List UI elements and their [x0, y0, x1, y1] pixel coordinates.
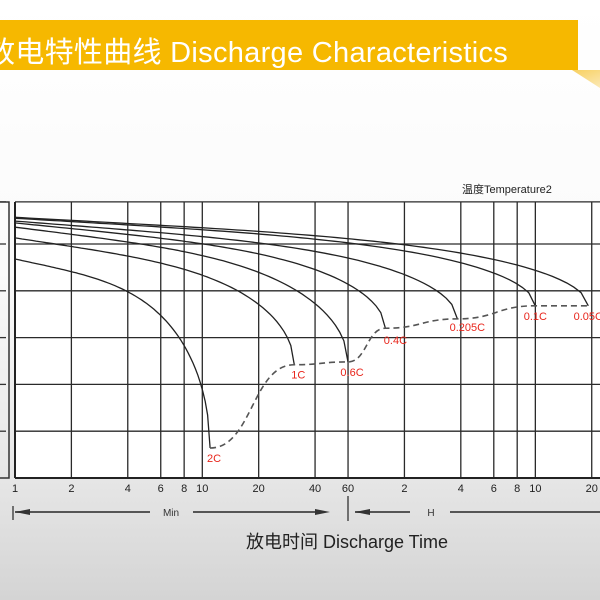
discharge-curve-0_1C	[14, 217, 536, 307]
series-label: 0.205C	[450, 322, 486, 334]
range-arrows	[12, 496, 600, 521]
x-tick-labels: 1 2 4 6 8 10 20 40 60 2 4 6 8 10 20	[12, 483, 598, 495]
min-label: Min	[163, 508, 179, 519]
x-tick-label: 2	[68, 483, 74, 495]
x-tick-label: 4	[125, 483, 131, 495]
x-tick-label: 40	[309, 483, 321, 495]
series-label: 0.4C	[384, 335, 407, 347]
series-label: 0.05C	[574, 311, 600, 323]
discharge-curve-1C	[14, 237, 295, 365]
x-tick-label: 20	[253, 483, 265, 495]
discharge-curve-0_6C	[14, 226, 349, 363]
chart-title: 放电特性曲线 Discharge Characteristics	[0, 37, 509, 69]
x-tick-label: 1	[12, 483, 18, 495]
x-tick-label: 2	[401, 483, 407, 495]
x-tick-label: 4	[458, 483, 464, 495]
x-tick-label: 6	[158, 483, 164, 495]
series-label: 1C	[291, 370, 305, 382]
x-tick-label: 10	[529, 483, 541, 495]
series-label: 0.1C	[524, 311, 547, 323]
title-banner	[0, 20, 578, 70]
x-tick-label: 8	[181, 483, 187, 495]
endpoint-dashed-line	[210, 304, 589, 449]
plot-area	[15, 202, 600, 478]
x-tick-label: 60	[342, 483, 354, 495]
x-axis-title: 放电时间 Discharge Time	[246, 532, 448, 552]
curves	[14, 216, 589, 449]
discharge-curve-0_05C	[14, 216, 589, 307]
x-tick-label: 6	[491, 483, 497, 495]
x-tick-label: 20	[586, 483, 598, 495]
series-labels: 2C 1C 0.6C 0.4C 0.205C 0.1C 0.05C	[207, 311, 600, 465]
discharge-curve-2C	[14, 258, 211, 449]
x-tick-label: 8	[514, 483, 520, 495]
series-label: 0.6C	[340, 367, 363, 379]
grid	[0, 201, 600, 479]
discharge-curve-0_205C	[14, 220, 459, 320]
series-label: 2C	[207, 453, 221, 465]
x-tick-label: 10	[196, 483, 208, 495]
temperature-annotation: 温度Temperature2	[462, 182, 552, 196]
hour-label: H	[427, 508, 434, 519]
discharge-curve-0_4C	[14, 222, 387, 329]
